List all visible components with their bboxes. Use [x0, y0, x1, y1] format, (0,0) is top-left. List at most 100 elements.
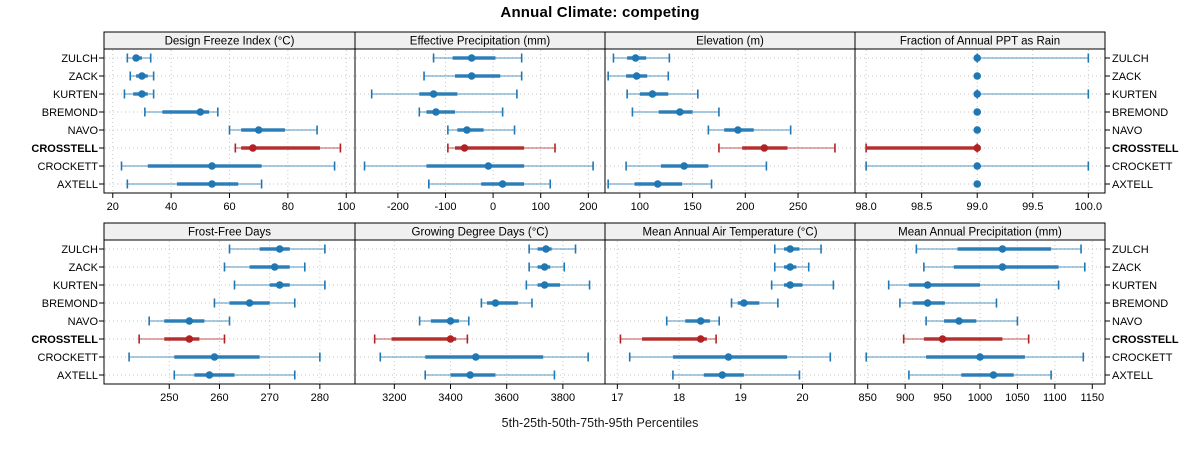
median-dot: [973, 180, 982, 188]
whisker-kurten: [233, 280, 326, 290]
whisker-zack: [773, 262, 810, 272]
x-tick-label: 60: [223, 201, 235, 213]
whisker-crosstell: [138, 334, 226, 344]
median-dot: [463, 126, 471, 134]
panel-title: Fraction of Annual PPT as Rain: [900, 36, 1060, 48]
x-tick-label: 100: [631, 201, 649, 213]
whisker-crosstell: [619, 334, 717, 344]
panel-title: Growing Degree Days (°C): [412, 227, 549, 239]
location-label-left: CROSSTELL: [31, 143, 98, 155]
median-dot: [208, 180, 216, 188]
location-label-right: CROCKETT: [1112, 352, 1173, 364]
median-dot: [973, 108, 982, 116]
x-tick-label: 40: [165, 201, 177, 213]
median-dot: [955, 317, 963, 325]
x-tick-label: 100: [532, 201, 550, 213]
panel-box: [103, 239, 356, 385]
x-tick-label: 1100: [1043, 392, 1067, 404]
whisker-crockett: [865, 161, 1090, 171]
x-tick-label: 950: [933, 392, 951, 404]
median-dot: [249, 144, 257, 152]
whisker-kurten: [370, 89, 518, 99]
whisker-crockett: [865, 352, 1085, 362]
whisker-kurten: [525, 280, 591, 290]
location-label-left: CROCKETT: [38, 352, 99, 364]
median-dot: [718, 371, 727, 379]
median-dot: [724, 353, 733, 361]
x-tick-label: 20: [107, 201, 119, 213]
median-dot: [196, 108, 205, 116]
location-label-left: ZACK: [69, 262, 99, 274]
whisker-zack: [923, 262, 1086, 272]
location-label-right: ZACK: [1112, 71, 1142, 83]
median-dot: [446, 335, 455, 343]
whisker-axtell: [173, 370, 296, 380]
location-label-right: CROCKETT: [1112, 161, 1173, 173]
median-dot: [210, 353, 219, 361]
median-dot: [245, 299, 254, 307]
whisker-navo: [447, 125, 516, 135]
median-dot: [275, 281, 284, 289]
median-dot: [786, 263, 794, 271]
x-tick-label: 19: [735, 392, 747, 404]
median-dot: [466, 371, 474, 379]
location-label-right: CROSSTELL: [1112, 334, 1179, 346]
median-dot: [973, 54, 982, 62]
panel-box: [854, 239, 1106, 385]
whisker-crockett: [363, 161, 594, 171]
x-tick-label: 3600: [494, 392, 518, 404]
whisker-kurten: [626, 89, 699, 99]
median-dot: [432, 108, 440, 116]
median-dot: [460, 144, 469, 152]
panel-elevation-m: Elevation (m) 100 150 200 250: [604, 31, 856, 213]
location-label-left: ZULCH: [61, 244, 98, 256]
whisker-navo: [925, 316, 1019, 326]
location-label-right: BREMOND: [1112, 107, 1168, 119]
median-dot: [498, 180, 507, 188]
location-label-right: KURTEN: [1112, 89, 1157, 101]
median-dot: [653, 180, 662, 188]
location-label-left: KURTEN: [53, 280, 98, 292]
whisker-zack: [223, 262, 306, 272]
location-label-right: NAVO: [1112, 316, 1143, 328]
whisker-axtell: [424, 370, 556, 380]
whisker-bremond: [418, 107, 504, 117]
location-label-left: AXTELL: [57, 179, 98, 191]
median-dot: [648, 90, 657, 98]
x-tick-label: 280: [311, 392, 329, 404]
whisker-zack: [528, 262, 566, 272]
whisker-axtell: [126, 179, 263, 189]
median-dot: [254, 126, 263, 134]
whisker-axtell: [908, 370, 1052, 380]
median-dot: [540, 263, 549, 271]
x-tick-label: 98.0: [855, 201, 876, 213]
whisker-zulch: [973, 53, 1090, 63]
whisker-zack: [607, 71, 670, 81]
panel-fraction-of-annual-ppt-as-rain: Fraction of Annual PPT as Rain 98.0 98.5 99…: [854, 31, 1110, 213]
median-dot: [467, 72, 476, 80]
panel-title: Frost-Free Days: [188, 227, 271, 239]
x-tick-label: 98.5: [911, 201, 932, 213]
location-label-left: BREMOND: [42, 107, 98, 119]
location-label-left: BREMOND: [42, 298, 98, 310]
location-label-left: NAVO: [68, 125, 99, 137]
whisker-crosstell: [447, 143, 556, 153]
whisker-navo: [148, 316, 231, 326]
whisker-crosstell: [373, 334, 469, 344]
x-tick-label: 3200: [382, 392, 406, 404]
x-tick-label: 18: [673, 392, 685, 404]
whisker-zulch: [126, 53, 152, 63]
x-tick-label: 20: [796, 392, 808, 404]
whisker-zulch: [228, 244, 326, 254]
whisker-navo: [707, 125, 792, 135]
median-dot: [138, 72, 146, 80]
median-dot: [429, 90, 438, 98]
panel-box: [854, 48, 1106, 194]
median-dot: [680, 162, 688, 170]
whisker-crosstell: [865, 143, 982, 153]
x-tick-label: 0: [490, 201, 496, 213]
panel-box: [103, 48, 356, 194]
whisker-axtell: [973, 180, 982, 188]
x-tick-label: 150: [683, 201, 701, 213]
median-dot: [786, 281, 794, 289]
